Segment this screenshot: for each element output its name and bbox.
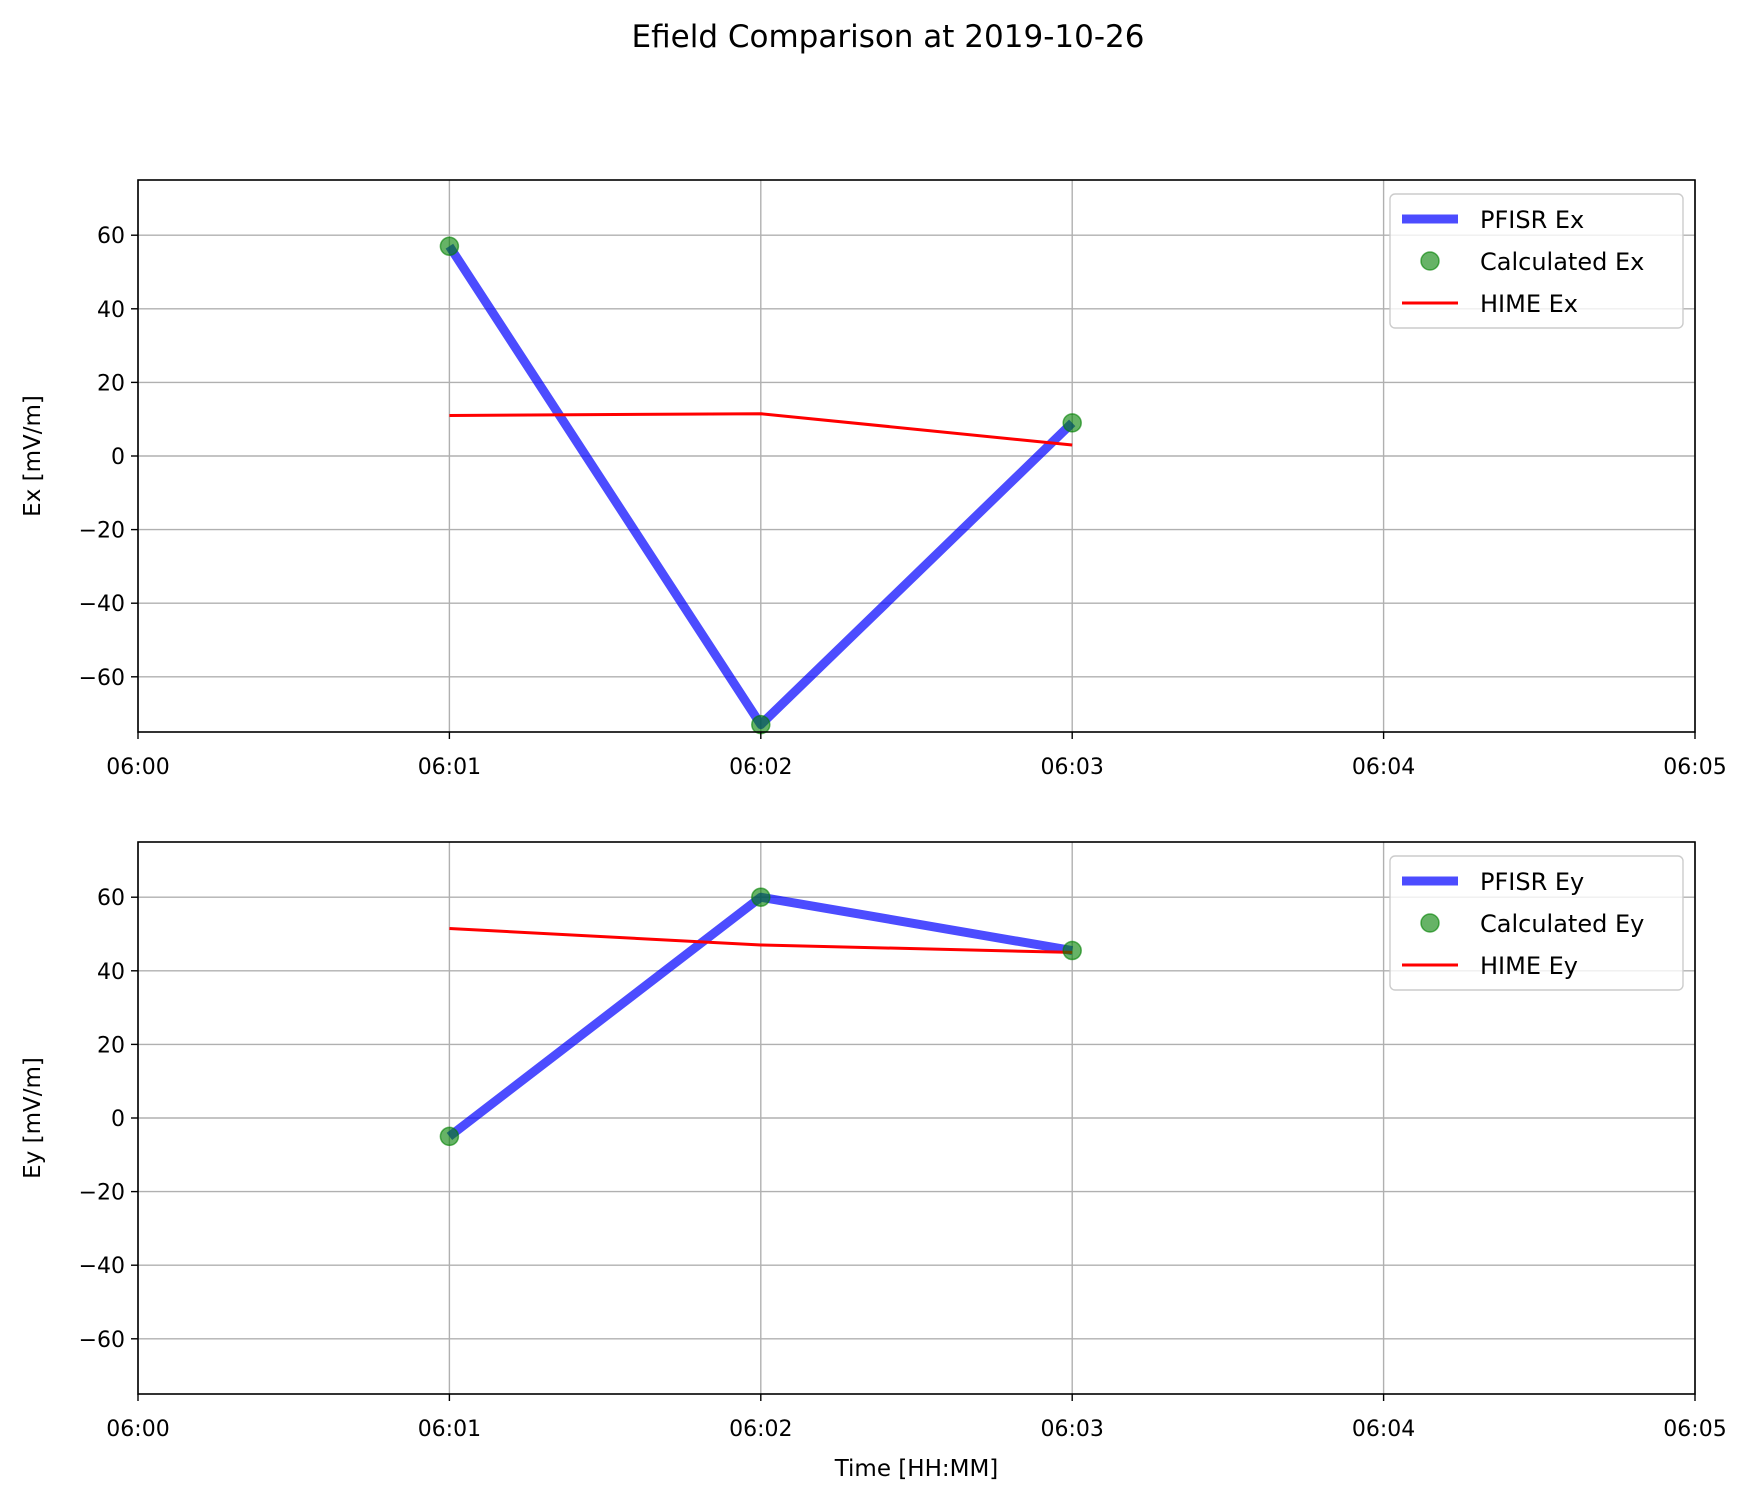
calculated-ex-point: [751, 714, 771, 735]
y-tick-label: −20: [79, 519, 125, 544]
calculated-ey-point: [439, 1126, 460, 1147]
calculated-ex-point: [439, 236, 460, 256]
x-tick-label: 06:04: [1352, 1417, 1415, 1442]
x-tick-label: 06:00: [106, 755, 169, 780]
legend: PFISR Ey Calculated Ey HIME Ey: [1389, 855, 1684, 991]
legend: PFISR Ex Calculated Ex HIME Ex: [1389, 193, 1684, 329]
hime-ey-legend-label: HIME Ey: [1480, 952, 1578, 980]
calculated-ey-legend-label: Calculated Ey: [1480, 910, 1644, 938]
x-tick-label: 06:01: [418, 1417, 481, 1442]
y-tick-label: 0: [111, 445, 125, 470]
x-axis-label: Time [HH:MM]: [834, 1456, 999, 1482]
subplot-2: 06:00 06:01 06:02 06:03 06:04 06:05 −60 −40 −20 0…: [20, 841, 1727, 1482]
x-tick-label: 06:05: [1663, 755, 1726, 780]
y-tick-label: −60: [79, 1328, 125, 1353]
series-group: [439, 887, 1082, 1147]
x-tick-label: 06:04: [1352, 755, 1415, 780]
y-tick-label: 0: [111, 1107, 125, 1132]
y-tick-label: 20: [97, 371, 125, 396]
x-tick-label: 06:00: [106, 1417, 169, 1442]
x-tick-label: 06:02: [729, 755, 792, 780]
hime-ex-legend-label: HIME Ex: [1480, 290, 1578, 318]
legend-box: [1389, 193, 1684, 329]
subplot-1: 06:00 06:01 06:02 06:03 06:04 06:05 −60 −40 −20 0…: [20, 179, 1727, 780]
legend-box: [1389, 855, 1684, 991]
y-tick-label: 40: [97, 960, 125, 985]
y-tick-label: 40: [97, 298, 125, 323]
figure-title: Efield Comparison at 2019-10-26: [632, 19, 1145, 55]
y-tick-label: 20: [97, 1033, 125, 1058]
pfisr-ey-legend-label: PFISR Ey: [1480, 868, 1584, 896]
calculated-ey-point: [751, 887, 771, 907]
pfisr-ex-legend-label: PFISR Ex: [1480, 206, 1584, 234]
y-tick-label: 60: [97, 886, 125, 911]
x-tick-label: 06:02: [729, 1417, 792, 1442]
y-tick-label: −40: [79, 1254, 125, 1279]
y-tick-label: −60: [79, 666, 125, 691]
hime-ey-line: [449, 927, 1073, 954]
y-tick-label: 60: [97, 224, 125, 249]
x-tick-label: 06:01: [418, 755, 481, 780]
y-tick-label: −20: [79, 1181, 125, 1206]
y-axis-label: Ey [mV/m]: [20, 1057, 46, 1179]
x-tick-label: 06:05: [1663, 1417, 1726, 1442]
series-group: [439, 236, 1082, 735]
calculated-ey-point: [1062, 940, 1082, 961]
y-axis-label: Ex [mV/m]: [20, 395, 46, 517]
x-tick-label: 06:03: [1040, 1417, 1103, 1442]
calculated-ex-point: [1062, 413, 1082, 433]
calculated-ey-legend-swatch: [1420, 913, 1440, 933]
calculated-ex-legend-label: Calculated Ex: [1480, 248, 1644, 276]
y-tick-label: −40: [79, 592, 125, 617]
hime-ex-line: [449, 412, 1073, 447]
x-tick-label: 06:03: [1040, 755, 1103, 780]
calculated-ex-legend-swatch: [1420, 251, 1440, 271]
